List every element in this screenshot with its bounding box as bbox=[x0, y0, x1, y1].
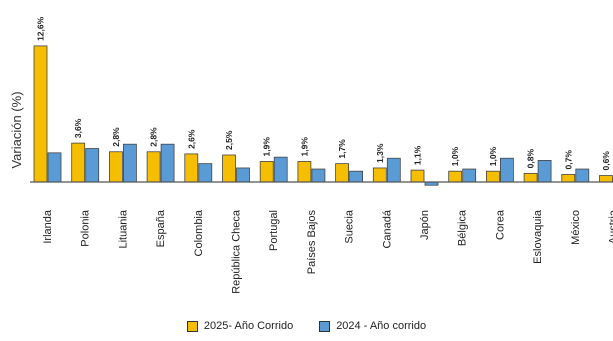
data-label-2025-1: 3,6% bbox=[73, 118, 83, 138]
bar-2024-9 bbox=[386, 157, 401, 183]
bar-2025-1 bbox=[71, 142, 86, 183]
bar-2025-15 bbox=[599, 175, 613, 183]
x-tick-label-13: Eslovaquia bbox=[532, 209, 544, 264]
x-tick-label-9: Canadá bbox=[381, 209, 393, 248]
bar-2024-12 bbox=[499, 157, 514, 183]
bar-2024-0 bbox=[47, 152, 62, 183]
bar-2024-8 bbox=[349, 170, 364, 183]
data-label-2025-7: 1,9% bbox=[299, 137, 309, 157]
bar-2025-13 bbox=[523, 172, 538, 183]
data-label-2025-5: 2,5% bbox=[224, 130, 234, 150]
bar-2025-5 bbox=[222, 154, 236, 183]
data-label-2025-2: 2,8% bbox=[111, 127, 121, 147]
bar-2024-2 bbox=[123, 143, 137, 183]
bar-2024-5 bbox=[236, 167, 250, 183]
data-label-2025-4: 2,6% bbox=[186, 129, 196, 149]
data-label-2025-11: 1,0% bbox=[450, 146, 460, 166]
bar-2025-0 bbox=[33, 45, 48, 183]
x-tick-label-15: Austria bbox=[608, 209, 613, 244]
bar-2025-14 bbox=[561, 174, 576, 183]
data-label-2025-13: 0,8% bbox=[526, 149, 536, 169]
x-tick-label-14: México bbox=[570, 210, 582, 245]
legend-swatch-2025 bbox=[186, 320, 198, 332]
legend: 2025- Año Corrido 2024 - Año corrido bbox=[0, 320, 613, 332]
x-tick-label-2: Lituania bbox=[117, 209, 129, 248]
data-label-2025-0: 12,6% bbox=[36, 16, 46, 41]
bar-2025-3 bbox=[146, 151, 161, 183]
y-axis-label: Variación (%) bbox=[9, 91, 24, 168]
x-tick-label-1: Polonia bbox=[80, 209, 92, 247]
bar-2024-4 bbox=[198, 163, 213, 183]
legend-label-2025: 2025- Año Corrido bbox=[203, 320, 294, 332]
bar-2025-4 bbox=[184, 153, 199, 183]
data-label-2025-15: 0,6% bbox=[601, 151, 611, 171]
x-tick-label-8: Suecia bbox=[344, 209, 356, 244]
legend-item-2025: 2025- Año Corrido bbox=[186, 320, 294, 332]
data-label-2025-14: 0,7% bbox=[563, 150, 573, 170]
x-tick-label-7: Países Bajos bbox=[306, 210, 318, 275]
legend-swatch-2024 bbox=[319, 320, 331, 332]
bar-2024-3 bbox=[160, 143, 175, 183]
legend-label-2024: 2024 - Año corrido bbox=[336, 320, 427, 332]
x-tick-label-11: Bélgica bbox=[457, 209, 469, 246]
x-tick-label-0: Irlanda bbox=[42, 209, 54, 244]
x-tick-label-5: República Checa bbox=[231, 209, 243, 294]
bar-2024-11 bbox=[462, 168, 477, 183]
bar-2025-10 bbox=[410, 169, 425, 183]
x-tick-label-3: España bbox=[155, 209, 167, 247]
data-label-2025-8: 1,7% bbox=[337, 139, 347, 159]
bar-2025-9 bbox=[372, 167, 387, 183]
bar-2024-6 bbox=[273, 156, 288, 183]
data-label-2025-12: 1,0% bbox=[488, 146, 498, 166]
bar-2024-14 bbox=[575, 168, 590, 183]
x-tick-label-4: Colombia bbox=[193, 209, 205, 256]
bar-2025-6 bbox=[259, 161, 274, 183]
bar-2025-12 bbox=[485, 170, 500, 183]
x-tick-label-6: Portugal bbox=[268, 210, 280, 251]
bar-2024-13 bbox=[537, 159, 552, 183]
bar-2025-7 bbox=[297, 161, 312, 183]
data-label-2025-9: 1,3% bbox=[375, 143, 385, 163]
data-label-2025-3: 2,8% bbox=[149, 127, 159, 147]
bar-2025-8 bbox=[335, 163, 350, 183]
data-label-2025-10: 1,1% bbox=[413, 145, 423, 165]
x-tick-label-10: Japón bbox=[419, 210, 431, 240]
data-label-2025-6: 1,9% bbox=[262, 137, 272, 157]
bar-2024-7 bbox=[311, 168, 326, 183]
bar-2025-11 bbox=[448, 170, 463, 183]
legend-item-2024: 2024 - Año corrido bbox=[319, 320, 426, 332]
x-tick-label-12: Corea bbox=[494, 209, 506, 240]
bar-2025-2 bbox=[109, 151, 123, 183]
bar-2024-1 bbox=[85, 148, 100, 183]
